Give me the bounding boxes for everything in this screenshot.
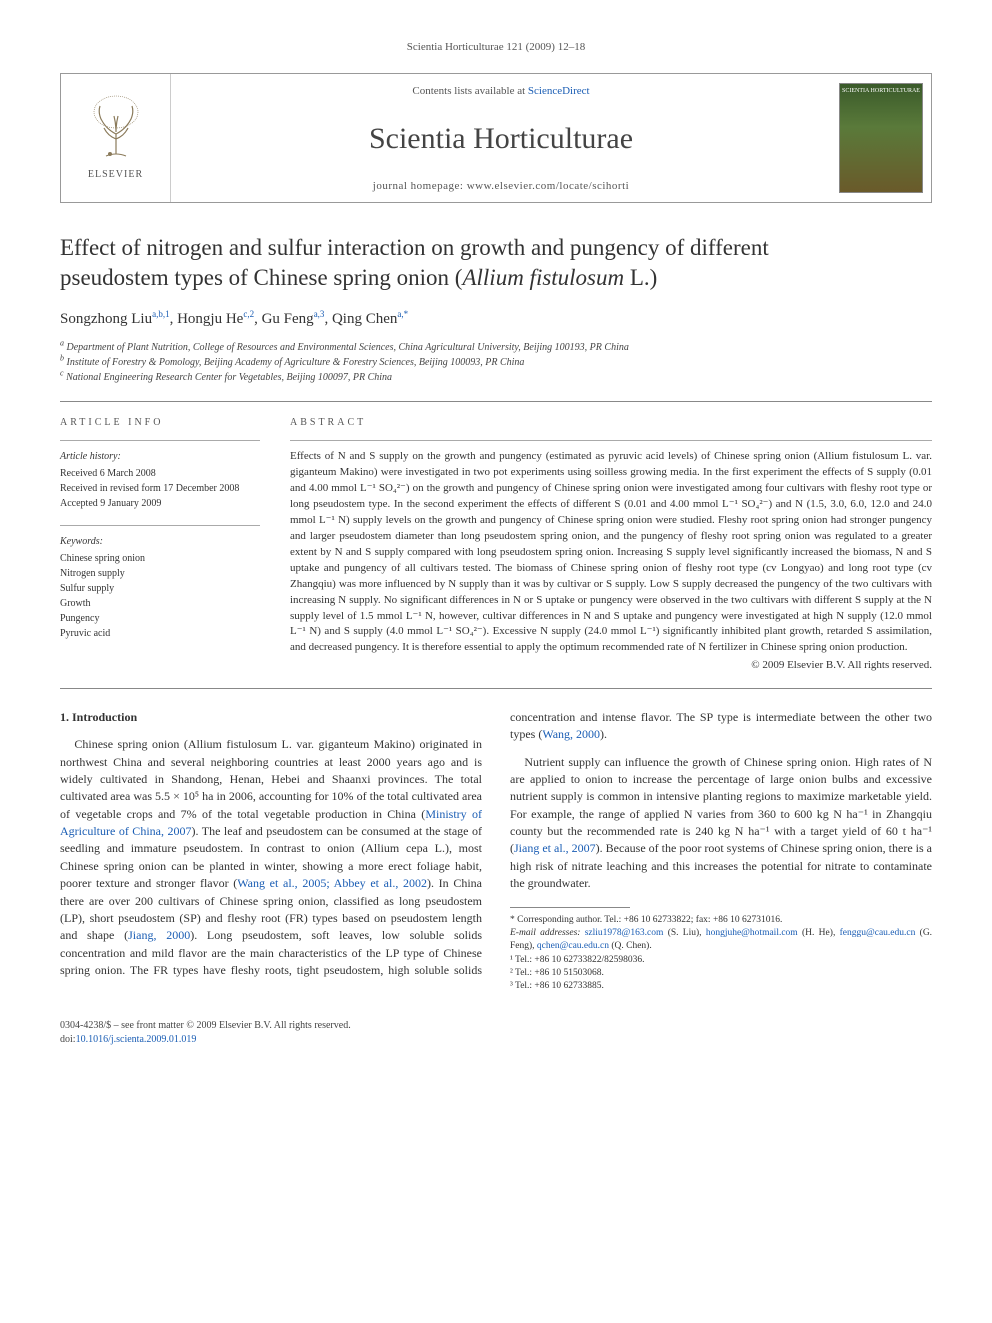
- history-item: Received in revised form 17 December 200…: [60, 481, 260, 496]
- author-aff-link[interactable]: a,*: [397, 309, 408, 319]
- ref-link[interactable]: Wang, 2000: [542, 727, 600, 741]
- authors-line: Songzhong Liua,b,1, Hongju Hec,2, Gu Fen…: [60, 309, 932, 330]
- author-name: Hongju He: [177, 311, 243, 327]
- title-species: Allium fistulosum: [462, 265, 624, 290]
- email-who: (S. Liu): [668, 928, 699, 938]
- affiliations: a Department of Plant Nutrition, College…: [60, 340, 932, 385]
- body-columns: 1. Introduction Chinese spring onion (Al…: [60, 709, 932, 994]
- publisher-block: ELSEVIER: [61, 74, 171, 202]
- copyright-line: © 2009 Elsevier B.V. All rights reserved…: [290, 658, 932, 673]
- aff-sup: c: [60, 369, 64, 378]
- ref-link[interactable]: Jiang et al., 2007: [514, 841, 596, 855]
- emails-label: E-mail addresses:: [510, 928, 585, 938]
- tel-3: ³ Tel.: +86 10 62733885.: [510, 980, 932, 993]
- footer-copyright: 0304-4238/$ – see front matter © 2009 El…: [60, 1019, 932, 1033]
- ref-link[interactable]: Wang et al., 2005; Abbey et al., 2002: [237, 876, 427, 890]
- author-name: Qing Chen: [332, 311, 397, 327]
- aff-text: Institute of Forestry & Pomology, Beijin…: [67, 357, 525, 368]
- history-label: Article history:: [60, 449, 260, 464]
- section-1-heading: 1. Introduction: [60, 709, 482, 726]
- emails-line: E-mail addresses: szliu1978@163.com (S. …: [510, 927, 932, 954]
- keyword: Sulfur supply: [60, 581, 260, 596]
- aff-text: National Engineering Research Center for…: [66, 372, 392, 383]
- doi-link[interactable]: 10.1016/j.scienta.2009.01.019: [76, 1034, 197, 1045]
- corresponding-author: * Corresponding author. Tel.: +86 10 627…: [510, 914, 932, 927]
- email-link[interactable]: szliu1978@163.com: [585, 928, 664, 938]
- history-block: Article history: Received 6 March 2008 R…: [60, 449, 260, 511]
- author-name: Songzhong Liu: [60, 311, 152, 327]
- history-item: Received 6 March 2008: [60, 466, 260, 481]
- divider: [60, 688, 932, 689]
- publisher-name: ELSEVIER: [88, 168, 143, 182]
- affiliation-a: a Department of Plant Nutrition, College…: [60, 340, 932, 355]
- contents-prefix: Contents lists available at: [412, 85, 527, 97]
- keyword: Growth: [60, 596, 260, 611]
- history-item: Accepted 9 January 2009: [60, 496, 260, 511]
- abstract-text: Effects of N and S supply on the growth …: [290, 449, 932, 656]
- author-1: Songzhong Liua,b,1: [60, 311, 170, 327]
- email-who: (Q. Chen).: [611, 941, 651, 951]
- title-line2-suffix: L.): [624, 265, 657, 290]
- title-line2-prefix: pseudostem types of Chinese spring onion…: [60, 265, 462, 290]
- cover-thumb-label: SCIENTIA HORTICULTURAE: [842, 88, 920, 95]
- journal-cover-thumb: SCIENTIA HORTICULTURAE: [839, 83, 923, 193]
- keyword: Pungency: [60, 611, 260, 626]
- author-3: Gu Fenga,3: [262, 311, 325, 327]
- author-aff-link[interactable]: a,3: [314, 309, 325, 319]
- author-aff-link[interactable]: c,2: [243, 309, 254, 319]
- keyword: Pyruvic acid: [60, 626, 260, 641]
- footer-block: 0304-4238/$ – see front matter © 2009 El…: [60, 1019, 932, 1047]
- tel-1: ¹ Tel.: +86 10 62733822/82598036.: [510, 954, 932, 967]
- author-2: Hongju Hec,2: [177, 311, 254, 327]
- banner-center: Contents lists available at ScienceDirec…: [171, 74, 831, 202]
- divider: [60, 440, 260, 441]
- contents-line: Contents lists available at ScienceDirec…: [412, 84, 589, 99]
- doi-prefix: doi:: [60, 1034, 76, 1045]
- divider: [60, 525, 260, 526]
- abstract-col: ABSTRACT Effects of N and S supply on th…: [290, 416, 932, 674]
- aff-sup: b: [60, 354, 64, 363]
- body-text: ).: [600, 727, 607, 741]
- affiliation-b: b Institute of Forestry & Pomology, Beij…: [60, 355, 932, 370]
- elsevier-tree-icon: [86, 94, 146, 164]
- homepage-url: www.elsevier.com/locate/scihorti: [467, 180, 630, 192]
- keywords-label: Keywords:: [60, 534, 260, 549]
- body-text: Chinese spring onion (Allium fistulosum …: [60, 737, 482, 821]
- journal-banner: ELSEVIER Contents lists available at Sci…: [60, 73, 932, 203]
- email-link[interactable]: qchen@cau.edu.cn: [537, 941, 609, 951]
- footnotes: * Corresponding author. Tel.: +86 10 627…: [510, 914, 932, 994]
- article-title: Effect of nitrogen and sulfur interactio…: [60, 233, 932, 293]
- article-info-heading: ARTICLE INFO: [60, 416, 260, 430]
- homepage-prefix: journal homepage:: [373, 180, 467, 192]
- aff-text: Department of Plant Nutrition, College o…: [67, 342, 629, 353]
- footer-doi: doi:10.1016/j.scienta.2009.01.019: [60, 1033, 932, 1047]
- ref-link[interactable]: Jiang, 2000: [128, 928, 190, 942]
- journal-name: Scientia Horticulturae: [369, 118, 633, 160]
- email-link[interactable]: hongjuhe@hotmail.com: [706, 928, 798, 938]
- homepage-line: journal homepage: www.elsevier.com/locat…: [373, 179, 629, 194]
- author-4: Qing Chena,*: [332, 311, 408, 327]
- email-link[interactable]: fenggu@cau.edu.cn: [840, 928, 916, 938]
- running-header: Scientia Horticulturae 121 (2009) 12–18: [60, 40, 932, 55]
- sciencedirect-link[interactable]: ScienceDirect: [528, 85, 590, 97]
- affiliation-c: c National Engineering Research Center f…: [60, 370, 932, 385]
- author-name: Gu Feng: [262, 311, 314, 327]
- keyword: Chinese spring onion: [60, 551, 260, 566]
- divider: [290, 440, 932, 441]
- article-info-col: ARTICLE INFO Article history: Received 6…: [60, 416, 260, 674]
- footnote-divider: [510, 907, 630, 908]
- keyword: Nitrogen supply: [60, 566, 260, 581]
- email-who: (H. He): [802, 928, 833, 938]
- info-abstract-row: ARTICLE INFO Article history: Received 6…: [60, 416, 932, 674]
- abstract-heading: ABSTRACT: [290, 416, 932, 430]
- tel-2: ² Tel.: +86 10 51503068.: [510, 967, 932, 980]
- banner-right: SCIENTIA HORTICULTURAE: [831, 74, 931, 202]
- aff-sup: a: [60, 339, 64, 348]
- title-line1: Effect of nitrogen and sulfur interactio…: [60, 235, 769, 260]
- paragraph: Nutrient supply can influence the growth…: [510, 754, 932, 893]
- author-aff-link[interactable]: a,b,1: [152, 309, 170, 319]
- divider: [60, 401, 932, 402]
- keywords-block: Keywords: Chinese spring onion Nitrogen …: [60, 534, 260, 641]
